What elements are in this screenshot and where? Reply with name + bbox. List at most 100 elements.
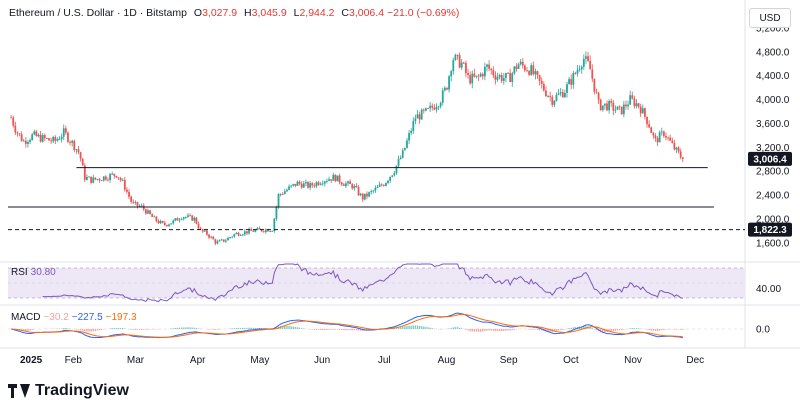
- candle-body: [334, 174, 337, 182]
- macd-hist-value: −30.2: [43, 312, 69, 323]
- candle-body: [144, 209, 147, 214]
- candle-body: [254, 229, 257, 232]
- candle-body: [612, 102, 615, 111]
- candle-body: [271, 231, 274, 232]
- candle-body: [566, 84, 568, 93]
- candle-body: [220, 239, 223, 241]
- candle-body: [644, 108, 646, 117]
- candle-body: [458, 54, 461, 68]
- candle-body: [572, 72, 575, 85]
- candle-body: [210, 236, 213, 238]
- candle-body: [669, 137, 672, 141]
- candle-body: [98, 178, 101, 181]
- candle-body: [616, 106, 619, 110]
- x-tick-label: Jul: [378, 355, 391, 366]
- candle-body: [50, 140, 53, 142]
- x-tick-label: Nov: [624, 355, 642, 366]
- candle-body: [471, 73, 474, 84]
- candle-body: [387, 180, 389, 183]
- candle-body: [159, 221, 162, 224]
- candle-body: [140, 205, 143, 207]
- candle-body: [288, 186, 290, 190]
- candle-body: [437, 106, 440, 108]
- candle-body: [646, 116, 648, 125]
- candle-body: [123, 179, 126, 190]
- candle-body: [374, 187, 377, 191]
- candle-body: [56, 139, 59, 141]
- macd-signal-line: [11, 313, 683, 338]
- candle-body: [237, 232, 240, 236]
- y-tick-label: 4,000.0: [756, 95, 790, 106]
- candle-body: [128, 191, 130, 197]
- candle-body: [559, 92, 562, 94]
- candle-body: [433, 107, 436, 110]
- candle-body: [530, 65, 533, 75]
- candle-body: [578, 69, 581, 71]
- candle-body: [627, 104, 629, 107]
- candle-body: [22, 140, 25, 142]
- candle-body: [86, 177, 88, 180]
- candle-body: [73, 140, 76, 151]
- candle-body: [395, 165, 398, 173]
- candle-body: [635, 103, 638, 107]
- candle-body: [574, 72, 577, 74]
- candle-body: [412, 121, 415, 131]
- candle-body: [625, 104, 627, 107]
- candle-body: [317, 182, 320, 185]
- candle-body: [542, 83, 545, 91]
- candle-body: [667, 137, 669, 139]
- candle-body: [41, 135, 44, 142]
- candle-body: [79, 152, 82, 159]
- price-label-box: [748, 222, 792, 237]
- candle-body: [121, 179, 124, 181]
- rsi-value: 30.80: [30, 267, 56, 278]
- candle-body: [410, 130, 413, 134]
- candle-body: [104, 176, 107, 180]
- candle-body: [538, 75, 541, 81]
- x-tick-label: May: [250, 355, 269, 366]
- candle-body: [549, 95, 552, 97]
- candle-body: [435, 107, 438, 110]
- candle-body: [526, 70, 528, 72]
- rsi-line: [42, 263, 683, 303]
- candle-body: [462, 62, 465, 64]
- tradingview-logo[interactable]: TradingView: [8, 382, 129, 400]
- candle-body: [494, 75, 497, 80]
- candle-body: [83, 165, 86, 180]
- candle-body: [286, 189, 288, 192]
- candle-body: [576, 69, 579, 74]
- candle-body: [208, 234, 210, 238]
- candle-body: [132, 201, 135, 203]
- currency-button[interactable]: USD: [749, 8, 791, 28]
- candle-body: [637, 103, 640, 107]
- y-tick-label: 3,600.0: [756, 119, 790, 130]
- candle-body: [599, 99, 602, 111]
- candle-body: [75, 149, 78, 151]
- candle-body: [452, 60, 455, 72]
- candle-body: [408, 133, 410, 141]
- candle-body: [260, 229, 263, 232]
- x-tick-label: Jun: [314, 355, 330, 366]
- candle-body: [81, 158, 84, 166]
- candle-body: [391, 175, 394, 177]
- candle-body: [100, 180, 103, 182]
- candle-body: [149, 210, 151, 215]
- y-tick-label: 1,600.0: [756, 238, 790, 249]
- candle-body: [88, 176, 90, 178]
- candle-body: [351, 184, 354, 189]
- candle-body: [523, 65, 526, 71]
- macd-line: [11, 312, 683, 339]
- price-label-text: 1,822.3: [753, 225, 787, 236]
- candle-body: [597, 92, 600, 100]
- candle-body: [500, 75, 503, 81]
- candle-body: [16, 132, 19, 134]
- candle-body: [77, 149, 80, 153]
- macd-zero-label: 0.0: [756, 325, 770, 336]
- candle-body: [319, 183, 322, 185]
- candle-body: [498, 75, 501, 78]
- candle-body: [246, 231, 248, 234]
- candle-body: [380, 184, 383, 186]
- candle-body: [332, 174, 335, 181]
- candle-body: [606, 103, 608, 111]
